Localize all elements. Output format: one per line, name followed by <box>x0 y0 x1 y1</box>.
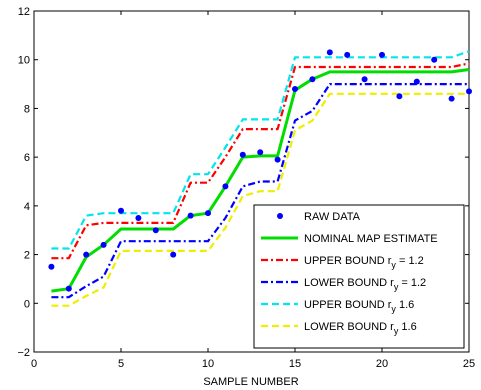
legend-label: LOWER BOUND ry 1.6 <box>304 321 417 336</box>
x-tick-label: 25 <box>463 358 475 370</box>
legend-item-lower-bound-1-2: LOWER BOUND ry = 1.2 <box>261 277 426 292</box>
data-point <box>448 95 455 102</box>
y-tick-label: −2 <box>17 347 30 359</box>
data-point <box>466 88 472 95</box>
data-point <box>65 285 72 292</box>
data-point <box>239 151 246 158</box>
data-point <box>396 93 403 100</box>
data-point <box>257 149 264 156</box>
x-axis-label: SAMPLE NUMBER <box>203 376 298 388</box>
legend-item-lower-bound-1-6: LOWER BOUND ry 1.6 <box>261 321 417 336</box>
data-point <box>187 212 194 219</box>
legend-item-raw-data: RAW DATA <box>277 211 361 223</box>
data-point <box>326 49 333 56</box>
series-line <box>51 68 470 293</box>
series-lower-bound-1-6 <box>51 92 469 307</box>
series-lower-bound-1-2 <box>51 82 469 299</box>
y-tick-label: 12 <box>18 6 30 18</box>
legend-item-upper-bound-1-6: UPPER BOUND ry 1.6 <box>261 299 414 314</box>
data-point <box>413 78 420 85</box>
series-layer <box>48 49 472 307</box>
x-tick-label: 5 <box>118 358 124 370</box>
data-point <box>205 210 211 217</box>
legend-box <box>253 204 465 349</box>
x-tick-label: 10 <box>202 358 214 370</box>
series-line <box>51 82 469 299</box>
y-tick-label: 4 <box>24 201 30 213</box>
legend-item-upper-bound-1-2: UPPER BOUND ry = 1.2 <box>261 255 424 270</box>
series-line <box>51 62 470 260</box>
data-point <box>100 241 107 248</box>
legend-label: LOWER BOUND ry = 1.2 <box>304 277 426 292</box>
x-tick-label: 20 <box>376 358 388 370</box>
data-point <box>48 263 55 270</box>
y-tick-label: 0 <box>24 298 30 310</box>
data-point <box>118 207 124 214</box>
series-raw-data <box>48 49 472 292</box>
legend: RAW DATA NOMINAL MAP ESTIMATE UPPER BOUND … <box>253 204 465 349</box>
x-tick-label: 15 <box>289 358 301 370</box>
y-tick-label: 6 <box>24 152 30 164</box>
legend-label: NOMINAL MAP ESTIMATE <box>304 233 438 245</box>
series-line <box>51 92 469 307</box>
series-nominal-map-estimate <box>51 68 470 293</box>
data-point <box>83 251 90 258</box>
series-upper-bound-1-2 <box>51 62 470 260</box>
y-tick-label: 10 <box>18 55 30 67</box>
data-point <box>344 51 351 58</box>
y-tick-label: 2 <box>24 250 30 262</box>
y-tick-label: 8 <box>24 103 30 115</box>
data-point <box>309 76 316 83</box>
data-point <box>135 215 142 222</box>
x-tick-label: 0 <box>31 358 37 370</box>
data-point <box>361 76 368 83</box>
legend-marker <box>277 213 283 219</box>
data-point <box>274 156 281 163</box>
legend-label: RAW DATA <box>304 211 361 223</box>
legend-label: UPPER BOUND ry = 1.2 <box>304 255 424 270</box>
data-point <box>152 227 159 234</box>
legend-item-nominal-map-estimate: NOMINAL MAP ESTIMATE <box>261 233 438 245</box>
legend-label: UPPER BOUND ry 1.6 <box>304 299 414 314</box>
data-point <box>222 183 229 190</box>
data-point <box>170 251 177 258</box>
data-point <box>431 56 438 63</box>
data-point <box>292 85 298 92</box>
data-point <box>379 51 385 58</box>
